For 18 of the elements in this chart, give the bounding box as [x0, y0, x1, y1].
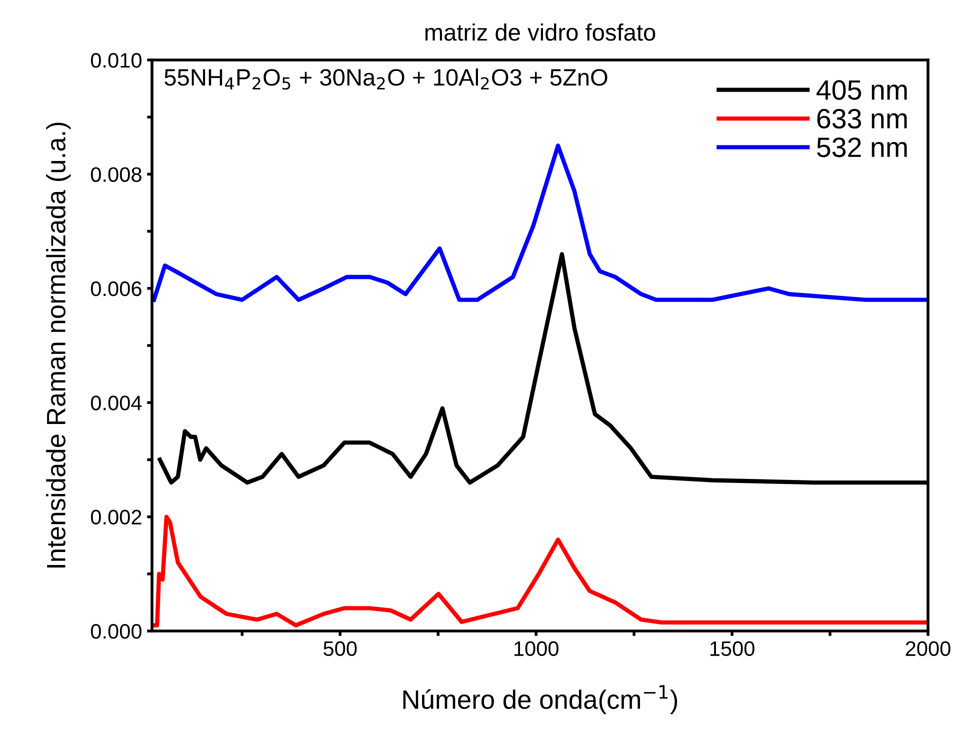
x-tick-label: 1500 [710, 641, 754, 656]
line-series [152, 514, 928, 628]
x-tick-label: 2000 [906, 641, 950, 656]
y-tick-label: 0.004 [90, 396, 142, 410]
x-axis-title: Número de onda(cm$^{−1}$) [403, 685, 678, 714]
chart-title: matriz de vidro fosfato [425, 23, 656, 41]
y-tick-label: 0.010 [90, 53, 142, 68]
x-tick-label: 1000 [514, 641, 558, 656]
text: 55NH$_{4}$P$_{2}$O$_{5}$ + 30Na$_{2}$O + 10Al$_{2}$O3 + 5ZnO [164, 68, 608, 90]
x-tick-label: 500 [324, 641, 357, 656]
y-axis-title: Intensidade Raman normalizada (u.a.) [46, 122, 71, 568]
y-tick-label: 0.006 [90, 281, 142, 296]
legend-label: 633 nm [817, 108, 907, 129]
legend-label: 405 nm [816, 80, 907, 100]
y-tick-label: 0.002 [90, 510, 142, 525]
y-tick-label: 0.008 [90, 167, 142, 182]
y-tick-label: 0.000 [90, 624, 142, 639]
legend-label: 532 nm [817, 138, 907, 158]
